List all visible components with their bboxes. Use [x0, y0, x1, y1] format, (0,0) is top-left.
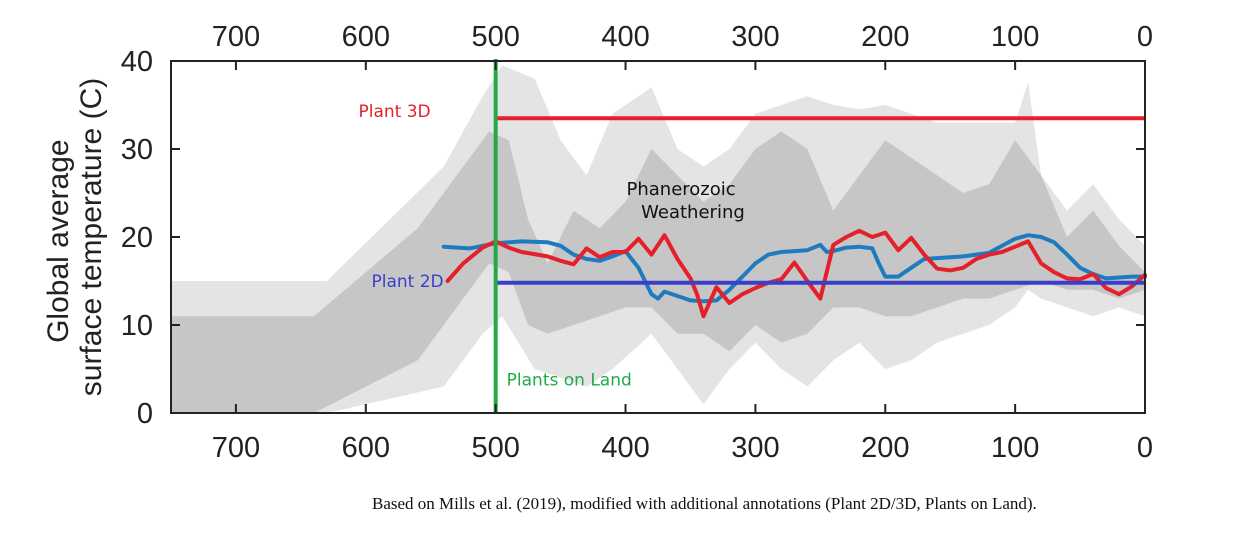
- y-axis-label: Global average surface temperature (C): [42, 78, 108, 396]
- x-tick-label-bottom: 300: [731, 432, 779, 464]
- x-tick-label-bottom: 500: [471, 432, 519, 464]
- series-lines: [441, 228, 1147, 319]
- x-tick-label-bottom: 400: [601, 432, 649, 464]
- y-tick-label: 40: [121, 46, 153, 78]
- x-tick-label-top: 400: [601, 21, 649, 53]
- figure-caption: Based on Mills et al. (2019), modified w…: [372, 494, 1037, 513]
- series-line-red: [445, 228, 1147, 319]
- y-tick-label: 20: [121, 222, 153, 254]
- plants-on-land-label: Plants on Land: [507, 371, 632, 391]
- x-tick-label-top: 100: [991, 21, 1039, 53]
- x-tick-label-bottom: 700: [212, 432, 260, 464]
- axis-ticks: [171, 60, 1146, 414]
- x-tick-label-top: 200: [861, 21, 909, 53]
- temperature-chart: 7007006006005005004004003003002002001001…: [42, 21, 1153, 464]
- x-tick-label-top: 300: [731, 21, 779, 53]
- x-tick-label-top: 0: [1137, 21, 1153, 53]
- uncertainty-bands: [171, 65, 1145, 414]
- y-tick-label: 0: [137, 398, 153, 430]
- y-axis-label-line-2: surface temperature (C): [75, 78, 108, 396]
- x-tick-label-top: 500: [471, 21, 519, 53]
- x-tick-label-top: 700: [212, 21, 260, 53]
- plant-3d-label: Plant 3D: [359, 102, 431, 122]
- y-tick-label: 10: [121, 310, 153, 342]
- x-tick-label-bottom: 0: [1137, 432, 1153, 464]
- y-axis-label-line-1: Global average: [42, 139, 75, 342]
- annotation-line-2: Weathering: [641, 202, 745, 223]
- x-tick-label-top: 600: [342, 21, 390, 53]
- reference-lines: [493, 59, 1145, 413]
- x-tick-label-bottom: 600: [342, 432, 390, 464]
- plant-2d-label: Plant 2D: [372, 272, 444, 292]
- x-tick-label-bottom: 100: [991, 432, 1039, 464]
- band-dark: [171, 131, 1145, 413]
- x-tick-label-bottom: 200: [861, 432, 909, 464]
- y-tick-label: 30: [121, 134, 153, 166]
- series-line-blue: [441, 233, 1147, 304]
- phanerozoic-weathering-label: Phanerozoic Weathering: [627, 179, 745, 223]
- tick-labels: 7007006006005005004004003003002002001001…: [121, 21, 1153, 464]
- annotation-line-1: Phanerozoic: [627, 179, 736, 200]
